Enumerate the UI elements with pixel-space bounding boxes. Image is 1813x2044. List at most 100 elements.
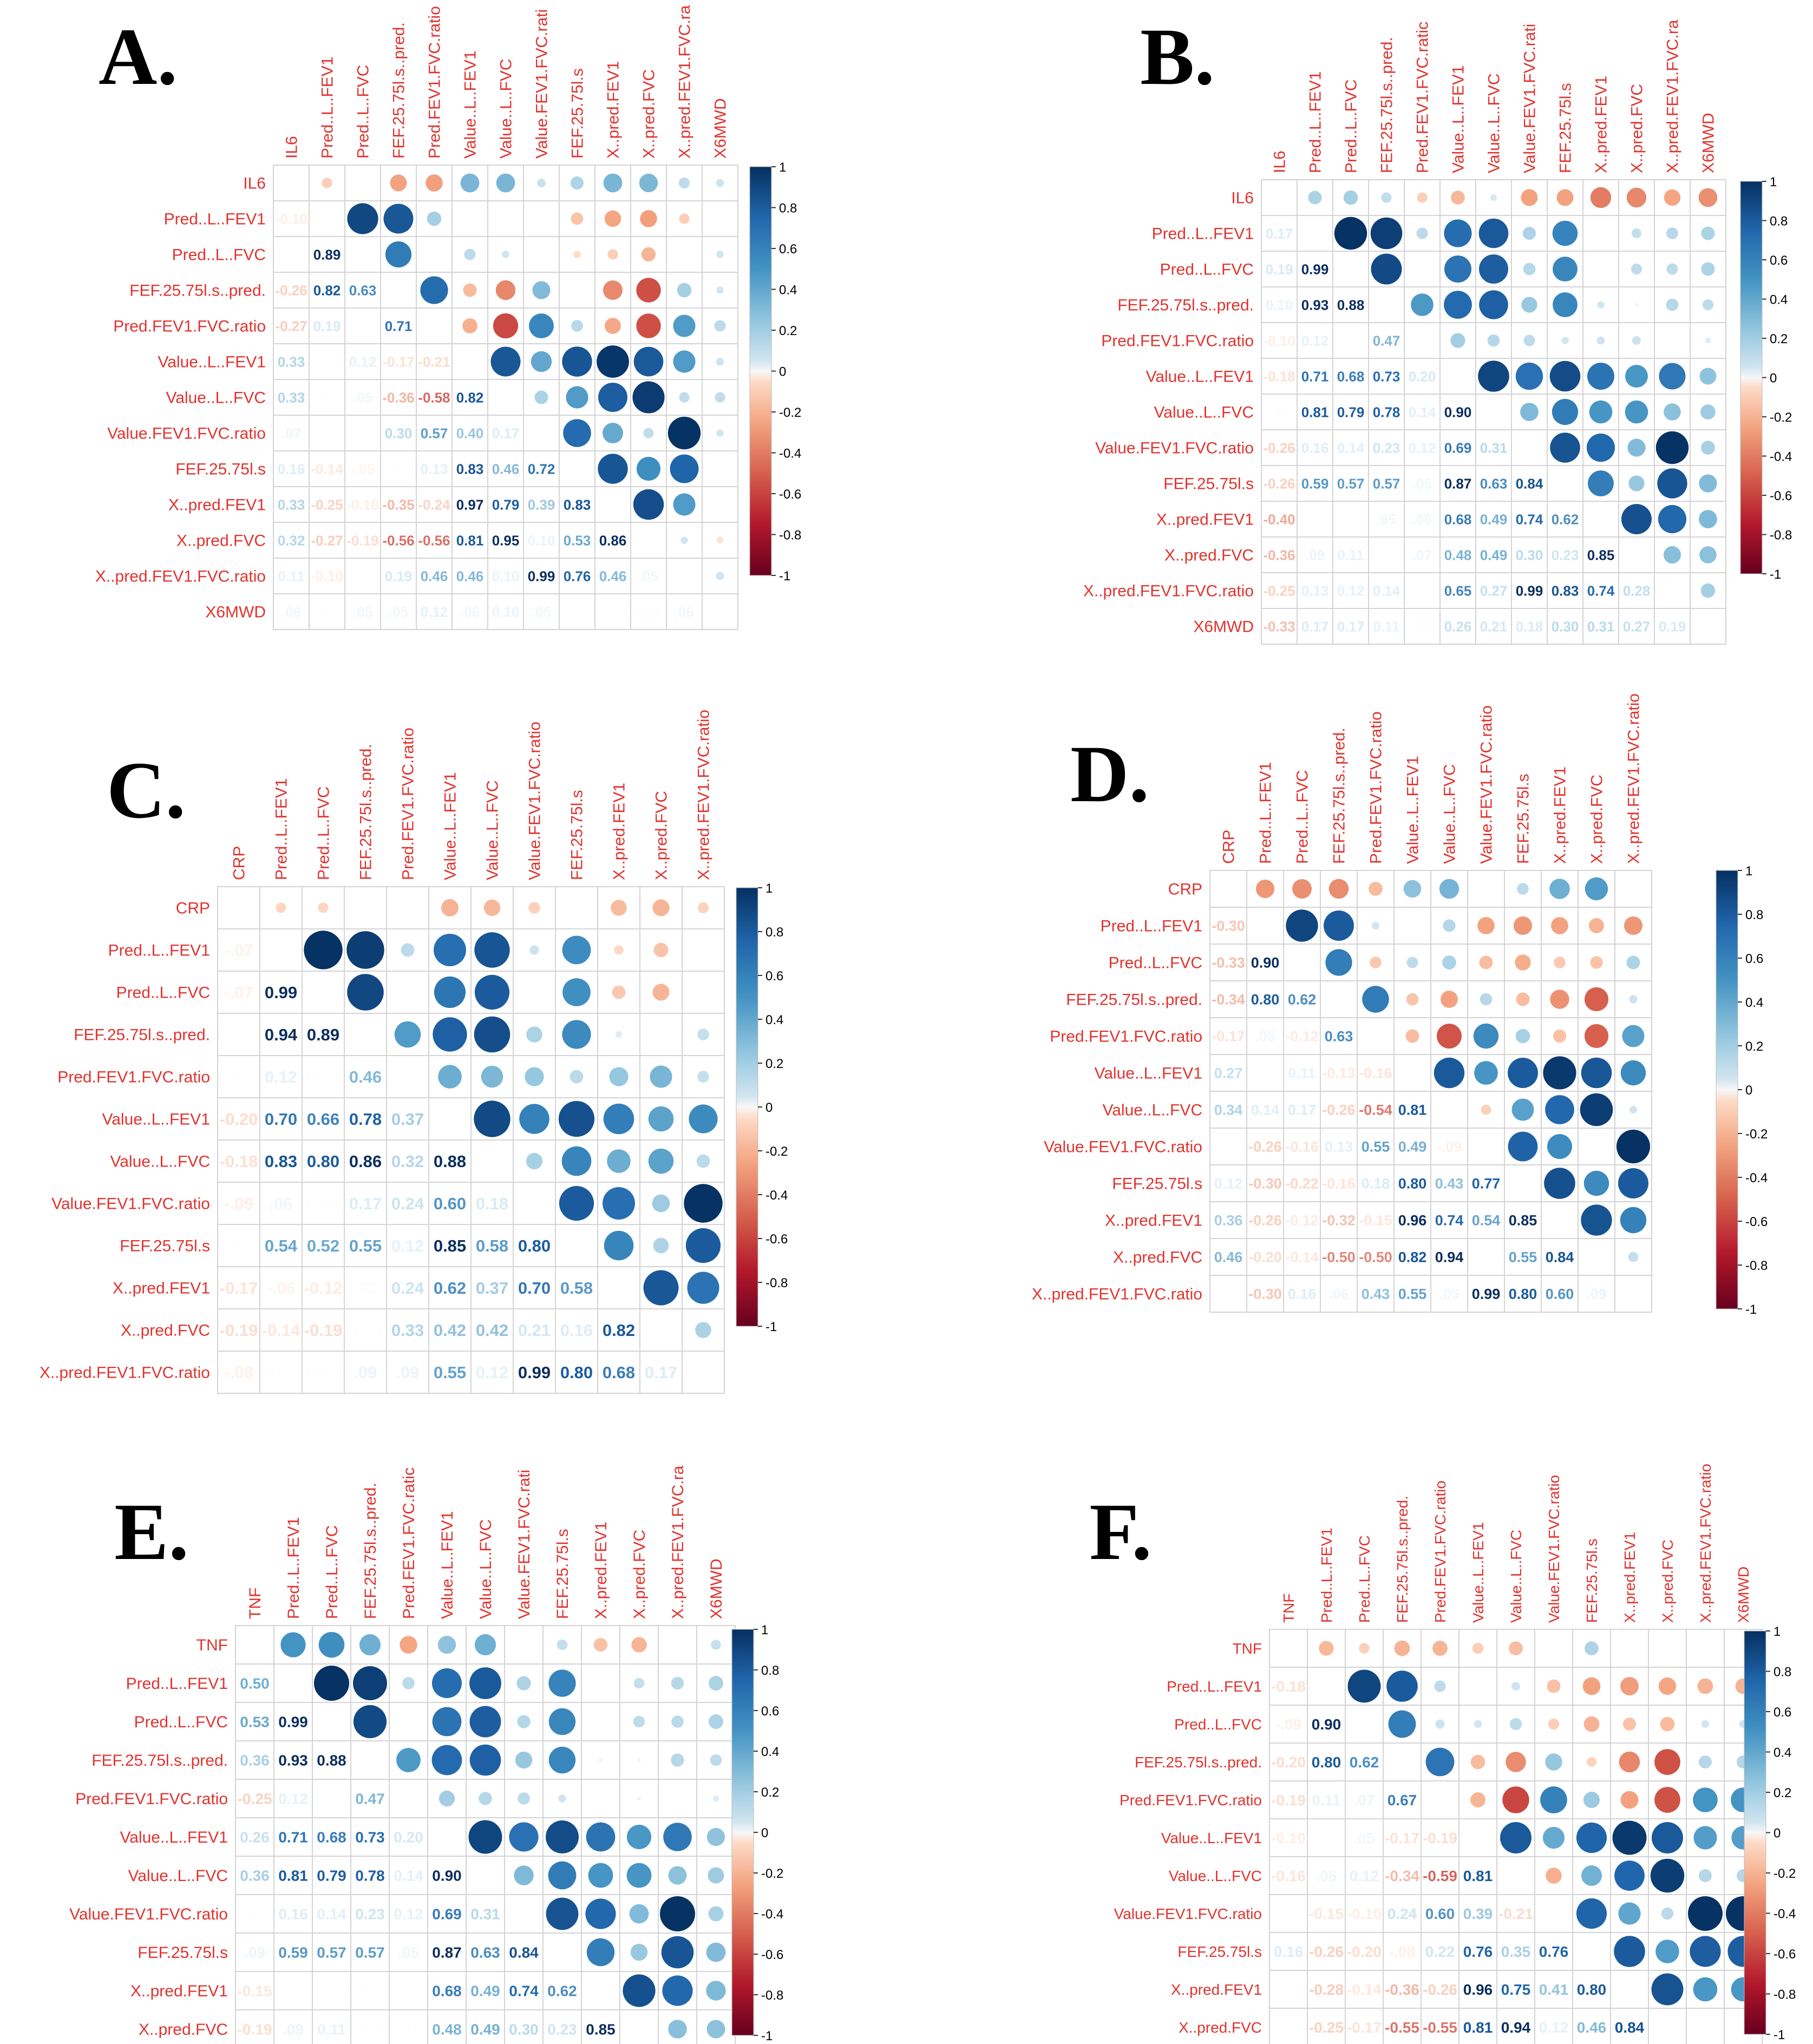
coefficient-label: 0.00: [1312, 1830, 1341, 1846]
colorbar-tick-label: 0.6: [765, 969, 783, 984]
correlation-circle: [1552, 220, 1578, 246]
coefficient-label: 0.85: [434, 1236, 466, 1255]
correlation-circle: [633, 1715, 645, 1728]
correlation-circle: [652, 899, 670, 916]
coefficient-label: 0.16: [1274, 1943, 1304, 1960]
column-label: FEF.25.75l.s: [569, 68, 587, 159]
row-label: X..pred.FEV1.FVC.ratio: [1083, 582, 1254, 600]
correlation-circle: [1620, 1791, 1639, 1809]
row-label: Value..L..FEV1: [1146, 368, 1254, 386]
correlation-circle: [650, 1065, 672, 1088]
coefficient-label: 0.00: [1337, 511, 1365, 527]
correlation-circle: [679, 213, 690, 224]
coefficient-label: 0.99: [1472, 1286, 1501, 1302]
colorbar-tick-label: 0.8: [1773, 1665, 1791, 1680]
colorbar: [1716, 870, 1738, 1309]
correlation-circle: [706, 1827, 725, 1846]
coefficient-label: -.09: [1437, 1139, 1462, 1155]
coefficient-label: .06: [282, 604, 301, 620]
coefficient-label: 0.68: [1337, 368, 1365, 384]
coefficient-label: .05: [1255, 1028, 1275, 1045]
correlation-circle: [1521, 189, 1538, 206]
colorbar-tick-label: 0.6: [1770, 253, 1788, 268]
correlation-circle: [1621, 504, 1652, 534]
correlation-circle: [708, 1906, 724, 1922]
coefficient-label: 0.68: [603, 1363, 635, 1382]
coefficient-label: 0.60: [1546, 1286, 1574, 1302]
correlation-circle: [1417, 192, 1428, 203]
column-label: Pred..L..FVC: [1294, 770, 1312, 864]
correlation-circle: [1434, 1680, 1446, 1692]
correlation-circle: [1589, 400, 1613, 424]
row-label: Pred.FEV1.FVC.ratio: [1101, 332, 1254, 350]
row-label: X..pred.FEV1: [1105, 1212, 1202, 1230]
coefficient-label: .06: [269, 1194, 292, 1213]
coefficient-label: 0.10: [528, 532, 555, 548]
correlation-circle: [437, 1635, 456, 1654]
coefficient-label: -0.30: [1248, 1286, 1282, 1302]
correlation-circle: [420, 276, 448, 304]
correlation-circle: [433, 1017, 467, 1052]
coefficient-label: 0.60: [1425, 1905, 1455, 1922]
coefficient-label: 0.12: [1337, 582, 1365, 599]
column-label: X6MWD: [1700, 113, 1718, 173]
correlation-circle: [716, 251, 724, 258]
correlation-circle: [1583, 1170, 1609, 1196]
correlation-circle: [1654, 1787, 1680, 1813]
correlation-circle: [474, 1100, 510, 1137]
coefficient-label: 0.14: [394, 1868, 423, 1884]
correlation-circle: [1470, 1754, 1485, 1770]
correlation-circle: [531, 351, 552, 372]
coefficient-label: .01: [359, 1983, 381, 2000]
correlation-circle: [462, 318, 477, 333]
correlation-circle: [474, 1634, 496, 1656]
correlation-circle: [1500, 1822, 1531, 1853]
correlation-circle: [1658, 505, 1687, 534]
coefficient-label: 0.79: [317, 1868, 346, 1884]
coefficient-label: 0.14: [1373, 582, 1400, 599]
coefficient-label: 0.70: [518, 1279, 551, 1298]
correlation-circle: [1508, 1058, 1538, 1088]
coefficient-label: 0.54: [265, 1236, 298, 1255]
coefficient-label: -0.19: [1423, 1830, 1457, 1846]
column-label: Value.FEV1.FVC.rati: [1521, 24, 1539, 173]
correlation-circle: [1516, 992, 1530, 1006]
correlation-circle: [652, 984, 670, 1001]
column-label: FEF.25.75l.s: [1557, 83, 1575, 173]
correlation-circle: [1576, 1822, 1607, 1853]
coefficient-label: 0.17: [492, 425, 520, 441]
coefficient-label: 0.85: [586, 2021, 616, 2038]
correlation-circle: [559, 1185, 594, 1221]
coefficient-label: 0.00: [564, 604, 591, 620]
colorbar-tick-label: -0.4: [765, 1188, 788, 1203]
correlation-circle: [598, 454, 628, 484]
coefficient-label: 0.89: [307, 1025, 339, 1044]
coefficient-label: 0.75: [1501, 1981, 1531, 1998]
coefficient-label: .07: [282, 425, 301, 441]
correlation-circle: [1487, 334, 1500, 347]
correlation-circle: [479, 1792, 492, 1805]
coefficient-label: 0.11: [1288, 1065, 1315, 1082]
correlation-circle: [541, 254, 542, 255]
correlation-circle: [502, 251, 509, 258]
correlation-circle: [1690, 1936, 1721, 1967]
coefficient-label: 0.57: [1337, 475, 1365, 492]
coefficient-label: 0.23: [355, 1906, 385, 1923]
correlation-circle: [603, 1187, 635, 1220]
coefficient-label: 0.42: [476, 1321, 508, 1340]
correlation-circle: [637, 1797, 641, 1800]
coefficient-label: -0.15: [1359, 1213, 1392, 1229]
row-label: X6MWD: [205, 604, 266, 621]
correlation-circle: [518, 1792, 530, 1805]
correlation-circle: [712, 1795, 719, 1802]
correlation-circle: [490, 346, 521, 377]
colorbar-tick-label: 0: [779, 365, 786, 379]
correlation-circle: [438, 1790, 455, 1807]
coefficient-label: -0.19: [304, 1321, 343, 1340]
correlation-circle: [1388, 1710, 1416, 1738]
correlation-circle: [571, 212, 584, 225]
coefficient-label: 0.46: [456, 568, 484, 584]
coefficient-label: -0.21: [418, 353, 450, 370]
coefficient-label: 0.81: [1463, 1868, 1493, 1884]
